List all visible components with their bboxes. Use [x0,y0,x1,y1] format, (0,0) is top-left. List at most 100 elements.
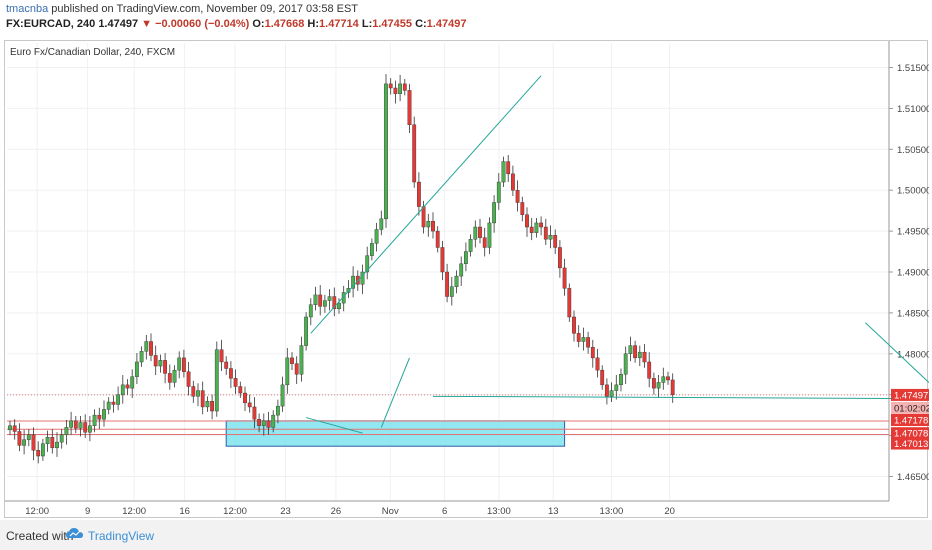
x-tick-label: 13:00 [600,506,624,517]
publish-info: tmacnba published on TradingView.com, No… [6,3,358,15]
candle-body [553,234,558,248]
candle-body [407,90,412,125]
candle-body [576,333,581,342]
y-tick-label: 1.48500 [897,308,929,319]
candle-body [412,124,417,183]
candle-body [323,300,327,307]
candle-body [623,353,628,375]
candle-body [384,83,388,220]
candle-body [64,427,69,435]
candle-body [426,221,431,228]
candle-body [435,230,440,248]
header-bar: tmacnba published on TradingView.com, No… [0,0,932,40]
price-label-bg [891,414,929,427]
candle-body [261,420,266,426]
candle-body [280,384,285,407]
candle-body [454,275,459,287]
candle-body [83,422,88,433]
y-tick-label: 1.51500 [897,63,929,74]
x-tick-label: 6 [442,506,447,517]
candlestick-chart[interactable]: 1.465001.470001.475001.480001.485001.490… [5,41,929,519]
x-tick-label: 12:00 [122,506,146,517]
candle-body [120,384,125,395]
candle-body [116,394,121,405]
candle-body [247,402,252,408]
candle-body [656,382,661,389]
candle-body [633,345,638,359]
candle-body [50,437,55,449]
candle-body [511,173,515,191]
candle-body [308,304,313,318]
candle-body [130,376,135,389]
low-value: 1.47455 [372,18,412,30]
candle-body [36,450,41,457]
candle-body [440,247,445,273]
x-tick-label: Nov [382,506,399,517]
candle-body [590,347,595,359]
candle-body [26,434,31,440]
x-tick-label: 13:00 [487,506,511,517]
price-label-text: 1.47013 [894,439,928,450]
candle-body [12,425,17,432]
candle-body [87,425,92,433]
candle-body [233,378,238,387]
candle-body [111,401,116,405]
candle-body [238,386,243,394]
candle-body [134,361,139,377]
open-label: O: [252,18,265,30]
candle-body [327,296,332,301]
candle-body [144,341,149,352]
candle-body [468,239,473,252]
candle-body [97,414,102,420]
candle-body [351,275,355,289]
candle-body [417,181,421,207]
candle-body [637,351,642,359]
candle-body [313,294,318,305]
candle-body [567,288,572,318]
candle-body [478,226,482,238]
price-label-text: 1.47497 [894,390,928,401]
author-link[interactable]: tmacnba [6,3,49,15]
candle-body [41,443,45,457]
chart-area[interactable]: 1.465001.470001.475001.480001.485001.490… [4,40,929,519]
candle-body [252,406,257,420]
candle-body [572,316,576,334]
y-tick-label: 1.50000 [897,186,929,197]
candle-body [393,87,398,94]
candle-body [22,439,26,446]
trend-line [305,417,363,434]
tradingview-brand[interactable]: TradingView [88,529,155,543]
x-tick-label: 12:00 [25,506,49,517]
candle-body [614,384,619,391]
candle-body [515,190,520,203]
trend-line [380,357,410,428]
candle-body [605,384,609,397]
x-tick-label: 20 [664,506,675,517]
candle-body [290,357,294,364]
candle-body [581,337,586,342]
price-label-text: 1.47078 [894,429,928,440]
candle-body [652,378,656,389]
candle-body [619,374,623,386]
candle-body [167,373,172,383]
candle-body [102,409,106,420]
candle-body [106,401,111,410]
candle-body [431,221,435,232]
candle-body [464,251,468,265]
price-label-bg [891,437,929,450]
price-change: −0.00060 (−0.04%) [155,18,250,30]
candle-body [257,419,261,426]
candle-body [181,357,186,372]
candle-body [276,405,280,416]
candle-body [586,337,591,348]
open-value: 1.47668 [264,18,305,30]
candle-body [379,218,384,230]
support-zone [225,420,566,447]
candle-body [294,363,299,375]
candle-body [186,371,191,387]
candle-body [158,360,163,367]
candle-body [243,392,247,404]
candle-body [562,267,567,289]
candle-body [539,222,544,228]
trend-line [310,75,542,334]
